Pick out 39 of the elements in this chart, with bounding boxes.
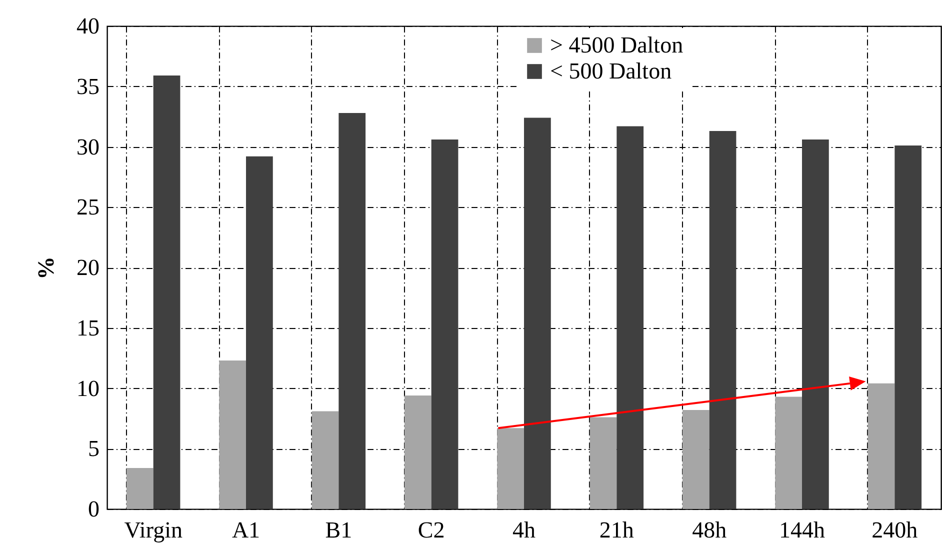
- bar: [802, 140, 829, 509]
- bar: [312, 411, 339, 509]
- y-tick-label: 5: [88, 436, 100, 462]
- x-tick-label: Virgin: [124, 518, 183, 542]
- legend-label: < 500 Dalton: [550, 58, 672, 84]
- y-tick-label: 10: [76, 376, 100, 401]
- x-tick-label: 240h: [872, 518, 918, 542]
- bar: [126, 468, 154, 509]
- y-tick-label: 15: [76, 315, 100, 340]
- x-tick-label: 21h: [599, 518, 634, 542]
- y-tick-label: 35: [76, 74, 100, 99]
- y-tick-label: 25: [76, 194, 100, 220]
- y-tick-label: 20: [76, 255, 100, 280]
- bar: [338, 112, 366, 509]
- bar: [868, 383, 895, 509]
- y-tick-label: 40: [76, 14, 100, 38]
- bar: [404, 395, 432, 509]
- x-tick-label: B1: [325, 518, 352, 542]
- x-tick-label: A1: [232, 518, 260, 542]
- bar: [497, 428, 524, 509]
- bar: [682, 410, 710, 509]
- bar: [246, 156, 273, 509]
- legend-label: > 4500 Dalton: [550, 32, 684, 58]
- bar: [894, 146, 922, 509]
- bar: [775, 396, 802, 509]
- y-tick-label: 0: [88, 496, 100, 522]
- bar: [431, 140, 458, 509]
- x-tick-label: 144h: [779, 518, 826, 542]
- x-tick-label: C2: [418, 518, 445, 542]
- y-axis-title: %: [34, 256, 58, 280]
- y-tick-label: 30: [76, 134, 100, 160]
- bar: [590, 417, 617, 509]
- bar: [219, 360, 246, 509]
- bar: [616, 126, 644, 509]
- bar: [524, 118, 551, 509]
- x-tick-label: 48h: [692, 518, 728, 542]
- bar: [709, 131, 736, 509]
- x-tick-label: 4h: [512, 518, 536, 542]
- bar: [153, 76, 180, 509]
